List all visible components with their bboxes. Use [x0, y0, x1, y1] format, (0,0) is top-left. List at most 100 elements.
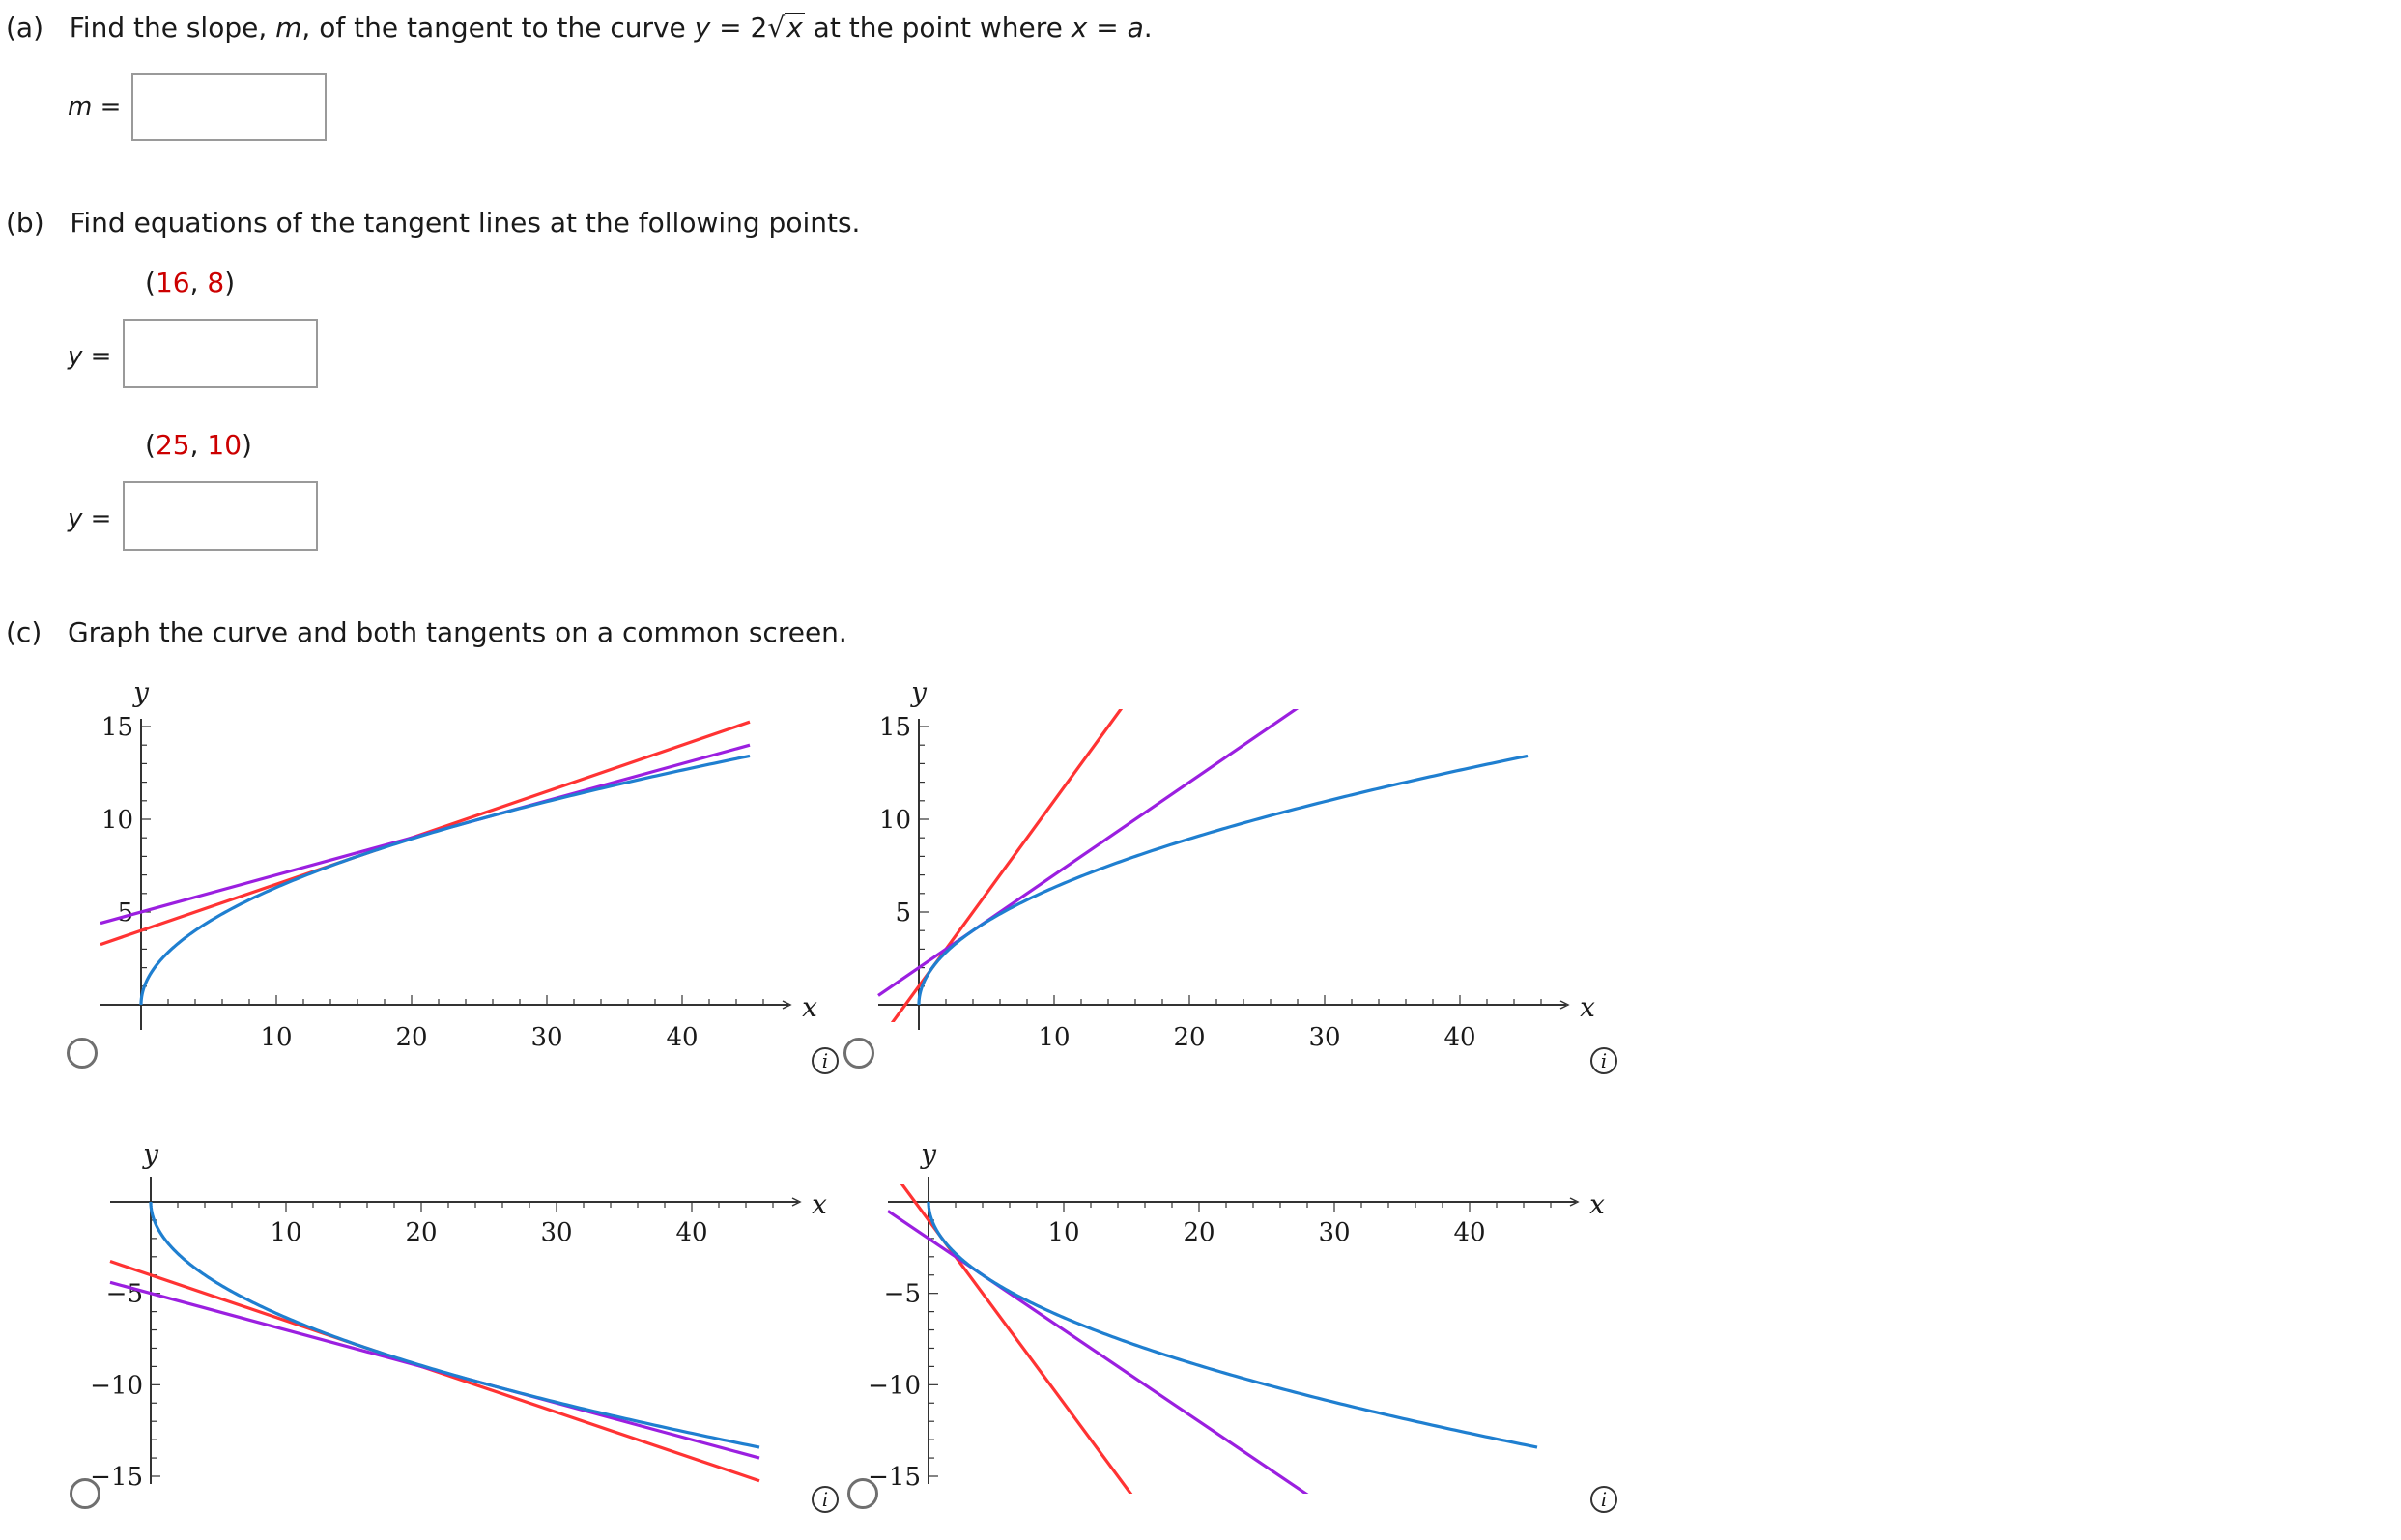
var-y: y [694, 12, 711, 43]
part-b-prompt: Find equations of the tangent lines at t… [70, 207, 861, 239]
series-line [890, 709, 1124, 1022]
equals-sign: = [710, 12, 751, 43]
part-c-label: (c) [6, 616, 43, 648]
y-tick-label: 10 [879, 806, 911, 835]
x-tick-label: 20 [1173, 1023, 1205, 1052]
x-axis-arrow [791, 1197, 802, 1207]
tangent-1-label-var: y [68, 342, 83, 371]
part-b-question: (b) Find equations of the tangent lines … [6, 207, 860, 240]
y-tick-label: 5 [895, 898, 911, 927]
graph-option-1-radio[interactable] [67, 1038, 98, 1069]
x-tick-label: 20 [395, 1023, 427, 1052]
tangent-2-label-eq: = [82, 504, 112, 533]
x-axis-label: x [802, 991, 817, 1023]
info-icon[interactable]: i [812, 1047, 839, 1074]
point-1-y: 8 [207, 267, 225, 299]
x-axis-arrow [1569, 1197, 1580, 1207]
y-tick-label: 10 [101, 806, 133, 835]
series-line [927, 1201, 1538, 1449]
graph-option-2-radio[interactable] [843, 1038, 874, 1069]
point-2-y: 10 [207, 429, 243, 461]
info-icon[interactable]: i [812, 1486, 839, 1513]
x-tick-label: 10 [1038, 1023, 1070, 1052]
x-tick-label: 40 [675, 1218, 707, 1247]
point-2-comma: , [189, 429, 208, 461]
x-tick-label: 20 [1183, 1218, 1215, 1247]
var-x: x [1071, 12, 1088, 43]
x-axis-arrow [782, 1000, 792, 1010]
info-icon[interactable]: i [1590, 1047, 1617, 1074]
var-a: a [1127, 12, 1144, 43]
x-tick-label: 30 [530, 1023, 562, 1052]
y-tick-label: −5 [884, 1280, 921, 1309]
x-tick-label: 30 [1308, 1023, 1340, 1052]
coefficient: 2 [750, 12, 768, 43]
x-tick-label: 10 [1047, 1218, 1079, 1247]
part-a-prompt-before: Find the slope, [69, 12, 276, 43]
period: . [1143, 12, 1153, 43]
tangent-1-answer-input[interactable] [123, 319, 318, 388]
equals-sign-2: = [1087, 12, 1128, 43]
x-tick-label: 30 [540, 1218, 572, 1247]
point-2-label: (25, 10) [145, 429, 252, 462]
graph-option-4-radio[interactable] [847, 1478, 878, 1509]
point-2-open: ( [145, 429, 156, 461]
x-tick-label: 10 [270, 1218, 301, 1247]
graph-option-1: 10 20 30 40 5 10 15 x y [100, 676, 817, 1052]
m-answer-label: m = [68, 93, 121, 122]
graph-option-2: 10 20 30 40 5 10 15 x y [877, 676, 1595, 1052]
var-m: m [275, 12, 302, 43]
y-tick-label: 15 [879, 713, 911, 742]
m-label-eq: = [92, 93, 122, 122]
series-line [887, 1210, 1309, 1494]
x-axis-label: x [812, 1188, 827, 1220]
point-2-x: 25 [155, 429, 190, 461]
y-axis-label: y [141, 1138, 159, 1170]
y-axis-label: y [919, 1138, 937, 1170]
series-line [900, 1184, 1133, 1494]
x-tick-label: 10 [260, 1023, 292, 1052]
radical-sign: √ [767, 12, 786, 43]
point-1-open: ( [145, 267, 156, 299]
x-tick-label: 20 [405, 1218, 437, 1247]
y-tick-label: 15 [101, 713, 133, 742]
series-line [139, 754, 751, 1006]
tangent-2-answer-input[interactable] [123, 481, 318, 551]
part-a-prompt-after: at the point where [804, 12, 1072, 43]
y-tick-label: −10 [868, 1371, 921, 1400]
point-1-label: (16, 8) [145, 267, 235, 299]
x-tick-label: 30 [1318, 1218, 1350, 1247]
radicand: x [785, 12, 805, 43]
tangent-2-label: y = [68, 504, 111, 533]
part-a-label: (a) [6, 12, 44, 43]
m-label-var: m [68, 93, 93, 122]
part-c-prompt: Graph the curve and both tangents on a c… [67, 616, 847, 648]
x-axis-arrow [1559, 1000, 1570, 1010]
graph-option-3-radio[interactable] [70, 1478, 100, 1509]
part-c-question: (c) Graph the curve and both tangents on… [6, 616, 847, 649]
series-line [149, 1201, 760, 1449]
y-axis-label: y [909, 676, 928, 708]
point-1-comma: , [189, 267, 208, 299]
point-2-close: ) [242, 429, 252, 461]
slope-answer-input[interactable] [131, 73, 327, 141]
x-axis-label: x [1589, 1188, 1605, 1220]
part-a-prompt-middle: , of the tangent to the curve [301, 12, 695, 43]
tangent-1-label: y = [68, 342, 111, 371]
part-b-label: (b) [6, 207, 44, 239]
x-tick-label: 40 [666, 1023, 698, 1052]
x-axis-label: x [1580, 991, 1595, 1023]
info-icon[interactable]: i [1590, 1486, 1617, 1513]
tangent-1-label-eq: = [82, 342, 112, 371]
y-axis-label: y [131, 676, 150, 708]
point-1-x: 16 [155, 267, 190, 299]
tangent-2-label-var: y [68, 504, 83, 533]
series-line [917, 754, 1529, 1006]
point-1-close: ) [224, 267, 236, 299]
x-tick-label: 40 [1453, 1218, 1485, 1247]
y-tick-label: −10 [90, 1371, 143, 1400]
part-a-question: (a) Find the slope, m, of the tangent to… [6, 12, 1153, 44]
x-tick-label: 40 [1443, 1023, 1475, 1052]
